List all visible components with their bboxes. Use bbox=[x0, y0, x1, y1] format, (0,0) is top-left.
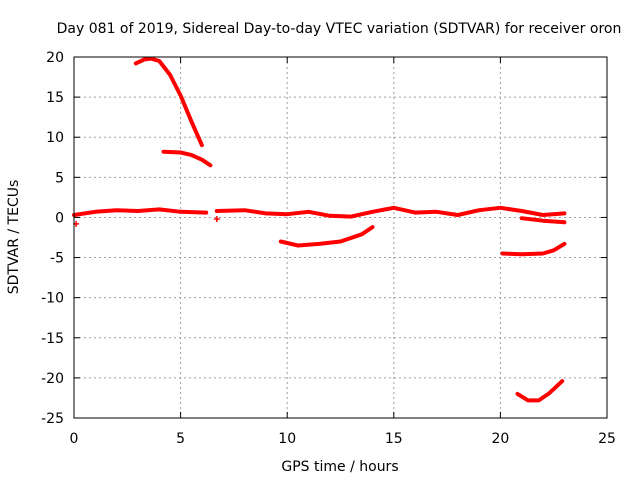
series-arc-5 bbox=[161, 149, 213, 168]
x-tick-label: 25 bbox=[598, 431, 616, 447]
y-tick-label: -5 bbox=[50, 251, 64, 267]
y-tick-label: -25 bbox=[41, 411, 64, 427]
y-tick-label: 20 bbox=[46, 50, 64, 66]
outlier-point bbox=[213, 216, 220, 223]
x-tick-label: 15 bbox=[385, 431, 403, 447]
y-tick-label: 15 bbox=[46, 90, 64, 106]
y-tick-labels: 20 15 10 5 0 -5 -10 -15 -20 -25 bbox=[41, 50, 64, 427]
series-arc-4 bbox=[133, 56, 204, 148]
series-arc-3 bbox=[519, 216, 567, 225]
series-arc-8 bbox=[515, 379, 565, 403]
plot-frame bbox=[73, 56, 608, 419]
data-series bbox=[72, 56, 567, 403]
x-tick-labels: 0 5 10 15 20 25 bbox=[70, 431, 616, 447]
x-tick-label: 5 bbox=[176, 431, 185, 447]
series-arc-6 bbox=[278, 225, 375, 248]
y-tick-label: 10 bbox=[46, 130, 64, 146]
series-arc-2 bbox=[214, 205, 567, 219]
grid-lines bbox=[74, 57, 607, 418]
x-axis-label: GPS time / hours bbox=[281, 459, 398, 475]
x-tick-label: 10 bbox=[278, 431, 296, 447]
y-axis-label: SDTVAR / TECUs bbox=[6, 180, 22, 295]
y-tick-label: 0 bbox=[55, 210, 64, 226]
axis-ticks bbox=[73, 56, 608, 419]
y-tick-label: -15 bbox=[41, 331, 64, 347]
y-tick-label: -20 bbox=[41, 371, 64, 387]
y-tick-label: -10 bbox=[41, 291, 64, 307]
series-arc-7 bbox=[500, 241, 567, 257]
chart-title: Day 081 of 2019, Sidereal Day-to-day VTE… bbox=[57, 21, 622, 37]
y-tick-label: 5 bbox=[55, 170, 64, 186]
series-arc-1 bbox=[72, 207, 209, 217]
x-tick-label: 20 bbox=[491, 431, 509, 447]
x-tick-label: 0 bbox=[70, 431, 79, 447]
